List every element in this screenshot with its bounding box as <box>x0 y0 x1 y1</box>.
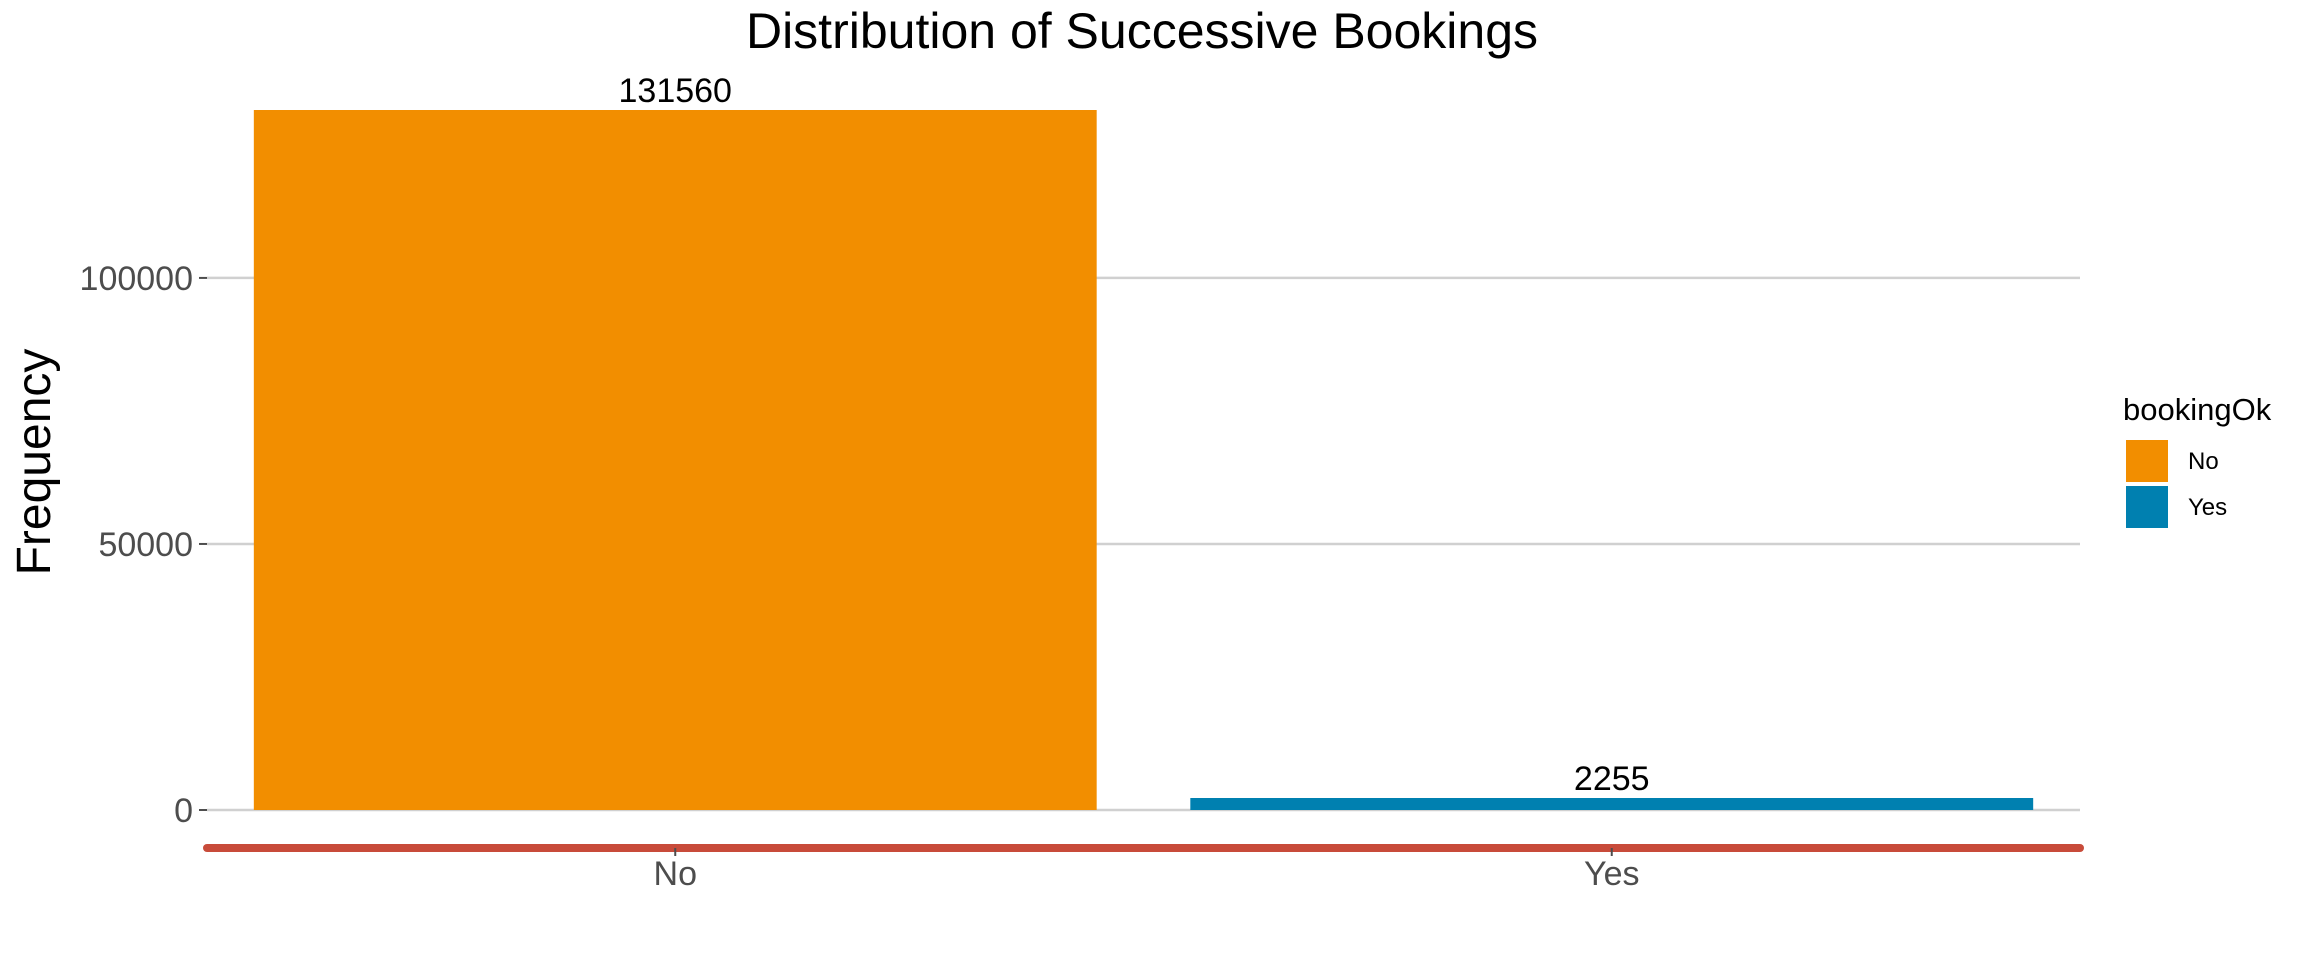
y-tick-label-1: 50000 <box>98 526 193 564</box>
bars: 131560 2255 <box>253 72 2034 810</box>
legend-label-no: No <box>2188 448 2219 475</box>
y-axis-ticks: 0 50000 100000 <box>80 260 207 830</box>
legend-swatch-yes <box>2126 486 2168 528</box>
legend: bookingOk No Yes <box>2123 392 2272 528</box>
y-axis-label: Frequency <box>8 349 61 576</box>
x-tick-label-no: No <box>654 855 697 893</box>
bar-no <box>253 110 1097 810</box>
x-axis-ticks: No Yes <box>654 848 1639 893</box>
y-tick-label-0: 0 <box>174 792 193 830</box>
data-label-no: 131560 <box>619 72 732 110</box>
chart-title: Distribution of Successive Bookings <box>746 3 1538 59</box>
legend-label-yes: Yes <box>2188 494 2227 521</box>
data-label-yes: 2255 <box>1574 760 1650 798</box>
x-tick-label-yes: Yes <box>1584 855 1639 893</box>
legend-title: bookingOk <box>2123 392 2272 427</box>
y-tick-label-2: 100000 <box>80 260 193 298</box>
legend-swatch-no <box>2126 440 2168 482</box>
bar-yes <box>1190 798 2034 810</box>
